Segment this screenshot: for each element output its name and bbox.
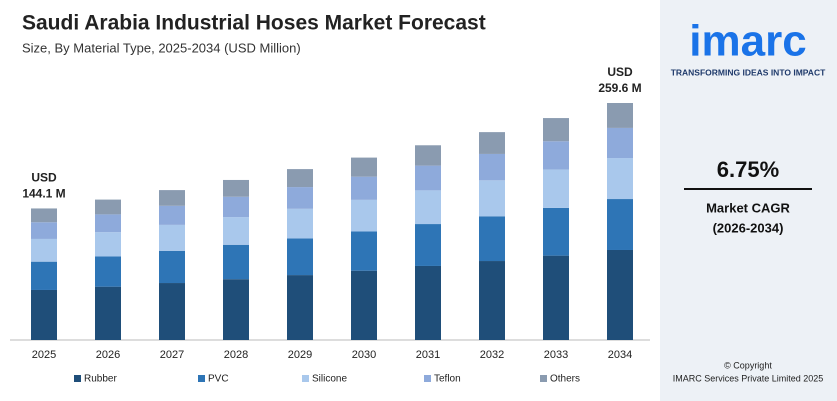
bar-segment: [223, 244, 249, 280]
total-label: USD: [31, 171, 57, 185]
legend-swatch: [74, 375, 81, 382]
x-tick-label: 2029: [288, 349, 312, 361]
bar-segment: [287, 187, 313, 209]
bar-segment: [159, 190, 185, 206]
bar-segment: [159, 205, 185, 225]
bar-segment: [159, 283, 185, 340]
bar-segment: [351, 157, 377, 177]
company: IMARC Services Private Limited 2025: [673, 373, 824, 383]
bar-segment: [415, 145, 441, 166]
bar-segment: [351, 199, 377, 232]
legend-swatch: [540, 375, 547, 382]
bar-segment: [223, 196, 249, 218]
side-panel: [660, 0, 837, 401]
bar-segment: [31, 238, 57, 262]
bar-segment: [479, 153, 505, 181]
x-tick-label: 2026: [96, 349, 120, 361]
x-tick-label: 2027: [160, 349, 184, 361]
x-tick-label: 2028: [224, 349, 248, 361]
logo: imarc: [689, 17, 806, 66]
bar-segment: [159, 250, 185, 284]
bar-segment: [287, 275, 313, 340]
bar-segment: [607, 249, 633, 340]
bar-segment: [607, 199, 633, 250]
bar-segment: [415, 190, 441, 225]
legend-swatch: [198, 375, 205, 382]
legend-label: PVC: [208, 374, 229, 385]
bar-segment: [95, 214, 121, 233]
bar-segment: [607, 103, 633, 128]
bar-segment: [351, 270, 377, 340]
cagr-value: 6.75%: [717, 157, 779, 182]
chart-title: Saudi Arabia Industrial Hoses Market For…: [22, 12, 486, 35]
bar-segment: [415, 265, 441, 340]
bar-segment: [31, 222, 57, 239]
x-tick-label: 2034: [608, 349, 632, 361]
bar-segment: [415, 224, 441, 266]
bar-segment: [543, 118, 569, 142]
bar-segment: [95, 286, 121, 340]
copyright: © Copyright: [724, 360, 772, 370]
x-tick-label: 2032: [480, 349, 504, 361]
legend-label: Silicone: [312, 374, 347, 385]
bar-segment: [287, 208, 313, 239]
total-label: 144.1 M: [22, 187, 65, 201]
legend-swatch: [302, 375, 309, 382]
x-tick-label: 2033: [544, 349, 568, 361]
bar-segment: [479, 180, 505, 217]
bar-segment: [95, 256, 121, 287]
bar-segment: [223, 179, 249, 197]
bar-segment: [543, 169, 569, 208]
x-tick-label: 2031: [416, 349, 440, 361]
bar-segment: [287, 169, 313, 188]
bar-segment: [479, 261, 505, 340]
cagr-label: Market CAGR: [706, 200, 790, 215]
total-label: 259.6 M: [598, 81, 641, 95]
bar-segment: [479, 216, 505, 262]
tagline: TRANSFORMING IDEAS INTO IMPACT: [671, 67, 826, 77]
bar-segment: [479, 132, 505, 154]
bar-segment: [543, 255, 569, 340]
bar-segment: [607, 127, 633, 159]
total-label: USD: [607, 65, 633, 79]
cagr-period: (2026-2034): [713, 220, 784, 235]
x-tick-label: 2030: [352, 349, 376, 361]
x-tick-label: 2025: [32, 349, 56, 361]
legend-label: Teflon: [434, 374, 461, 385]
bar-segment: [95, 199, 121, 215]
bar-segment: [223, 279, 249, 340]
bar-segment: [223, 217, 249, 245]
bar-segment: [31, 289, 57, 340]
legend-swatch: [424, 375, 431, 382]
bar-segment: [415, 165, 441, 191]
bar-segment: [543, 141, 569, 170]
bar-segment: [287, 238, 313, 276]
legend-label: Rubber: [84, 374, 117, 385]
bar-segment: [351, 231, 377, 271]
legend-label: Others: [550, 374, 580, 385]
bar-segment: [351, 176, 377, 200]
chart-subtitle: Size, By Material Type, 2025-2034 (USD M…: [22, 40, 301, 55]
bar-segment: [31, 261, 57, 290]
bar-segment: [159, 224, 185, 251]
bar-segment: [31, 208, 57, 223]
bar-segment: [543, 207, 569, 256]
bar-segment: [95, 232, 121, 257]
bar-segment: [607, 158, 633, 200]
